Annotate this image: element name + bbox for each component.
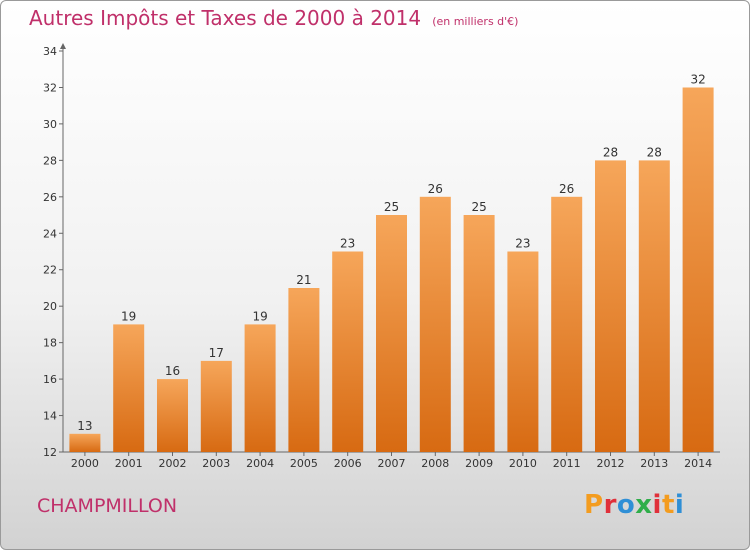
logo-letter: P [584,490,604,520]
x-tick-label: 2007 [378,457,406,470]
bar-value-label: 21 [296,273,311,287]
bar-2002 [157,379,188,452]
y-axis: 12 14 16 18 20 22 24 26 28 30 32 34 [43,43,66,459]
logo-letter: o [616,490,636,520]
x-tick-label: 2012 [597,457,625,470]
bar-value-label: 17 [209,346,224,360]
bars [69,87,714,452]
x-tick-label: 2004 [246,457,274,470]
x-tick-label: 2003 [202,457,230,470]
bar-2001 [113,324,145,452]
bar-2007 [376,215,407,452]
bar-2005 [288,288,320,452]
x-tick-label: 2011 [553,457,581,470]
bar-value-label: 28 [603,145,618,159]
commune-name: CHAMPMILLON [37,495,178,517]
logo-letter: i [652,490,662,520]
x-tick-label: 2009 [465,457,493,470]
bar-value-label: 19 [252,309,267,323]
y-tick-label: 24 [43,227,57,240]
x-tick-label: 2014 [684,457,712,470]
bar-2003 [200,360,232,452]
value-labels: 13 19 16 17 19 21 23 25 26 25 23 26 28 28 32 [77,72,705,432]
y-tick-label: 34 [43,45,57,58]
y-tick-label: 14 [43,410,57,423]
y-tick-label: 28 [43,154,57,167]
x-tick-label: 2000 [71,457,99,470]
bar-2011 [551,196,583,452]
bar-value-label: 13 [77,419,92,433]
bar-2013 [638,160,670,452]
logo-letter: i [674,490,685,520]
bar-2012 [595,160,626,452]
y-axis-arrow [60,43,66,49]
bar-2014 [682,87,714,452]
chart-subtitle: (en milliers d'€) [432,15,519,28]
chart-title-block: Autres Impôts et Taxes de 2000 à 2014 (e… [29,6,518,30]
bar-2010 [507,251,539,452]
bar-2008 [419,196,451,452]
bar-value-label: 19 [121,309,136,323]
y-tick-label: 18 [43,337,57,350]
logo-letter: r [603,490,617,520]
x-tick-label: 2002 [159,457,187,470]
bar-value-label: 23 [340,237,355,251]
y-tick-label: 12 [43,446,57,459]
bar-value-label: 23 [515,237,530,251]
proxiti-logo: Proxiti [584,490,684,520]
bar-value-label: 25 [384,200,399,214]
x-tick-label: 2008 [421,457,449,470]
logo-letter: x [635,490,653,520]
logo-letter: t [661,490,675,520]
bar-value-label: 28 [647,145,662,159]
bar-value-label: 16 [165,364,180,378]
bar-value-label: 26 [559,182,574,196]
y-tick-label: 16 [43,373,57,386]
chart-title: Autres Impôts et Taxes de 2000 à 2014 [29,6,422,30]
bar-value-label: 25 [471,200,486,214]
y-tick-label: 22 [43,264,57,277]
bar-2000 [69,433,101,452]
bar-value-label: 32 [690,72,705,86]
bar-2004 [244,324,276,452]
y-tick-label: 32 [43,81,57,94]
y-tick-label: 26 [43,191,57,204]
x-axis: 2000 2001 2002 2003 2004 2005 2006 2007 2008 2009… [63,451,720,470]
x-tick-label: 2013 [640,457,668,470]
bar-2009 [463,215,495,452]
bar-value-label: 26 [428,182,443,196]
bar-2006 [332,251,364,452]
x-tick-label: 2010 [509,457,537,470]
x-tick-label: 2005 [290,457,318,470]
x-tick-label: 2006 [334,457,362,470]
x-tick-label: 2001 [115,457,143,470]
y-tick-label: 20 [43,300,57,313]
y-tick-label: 30 [43,118,57,131]
